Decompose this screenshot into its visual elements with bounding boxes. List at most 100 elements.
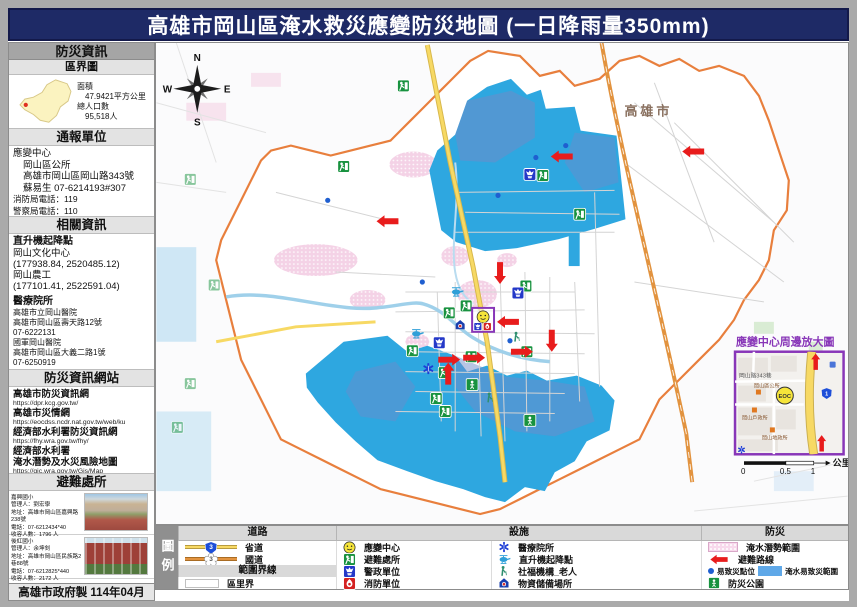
scale-bar: 0 0.5 1 公里	[741, 458, 848, 476]
eoc-label: EOC	[779, 394, 792, 400]
legend-item-provincial: 3 省道	[178, 541, 336, 553]
route-number: 1	[825, 392, 828, 398]
legend-item-national: 3 國道	[178, 553, 336, 565]
legend-item-police: 警政單位	[336, 565, 491, 577]
sidebar-header: 防災資訊	[9, 42, 154, 60]
related-header: 相關資訊	[9, 217, 154, 234]
shelter-capacity: 收容人數：2172 人	[11, 576, 59, 583]
shelter-phone: 電話：07-6212825*440	[11, 568, 70, 575]
legend-item-medical: 醫療院所	[491, 541, 701, 553]
shelter-card: 嘉興國小 管理人：劉宏學 地址：高雄市岡山區嘉興路238號 電話：07-6212…	[9, 491, 154, 538]
legend-item-eoc: 應變中心	[336, 541, 491, 553]
heliport-coord: (177101.41, 2522591.04)	[13, 281, 120, 292]
national-road-icon: 3	[185, 557, 237, 561]
shelter-name: 嘉興國小	[11, 495, 34, 501]
city-label: 高雄市	[624, 104, 672, 119]
shelter-manager: 管理人：余坤釗	[11, 546, 51, 553]
risk-point-dots	[325, 142, 569, 344]
shelter-info: 嘉興國小 管理人：劉宏學 地址：高雄市岡山區嘉興路238號 電話：07-6212…	[11, 493, 83, 538]
website-name: 經濟部水利署	[13, 446, 71, 457]
website-name: 淹水潛勢及水災風險地圖	[13, 457, 118, 468]
medical-title: 醫療院所	[13, 296, 53, 307]
shelter-icon	[573, 207, 587, 221]
shelter-card: 後紅國小 管理人：余坤釗 地址：高雄市岡山區民族路2巷88號 電話：07-621…	[9, 535, 154, 582]
fire-phone: 消防局電話：119	[13, 194, 78, 204]
legend-disaster-header: 防災	[701, 526, 848, 541]
fire-icon	[483, 322, 492, 331]
credit-text: 高雄市政府製 114年04月	[18, 587, 145, 599]
park-icon	[523, 413, 537, 427]
medical-item: 07-6250919	[13, 358, 56, 367]
compass-rose: N E S W	[163, 53, 231, 129]
shelter-name: 後紅國小	[11, 539, 34, 545]
legend-item-fire: 消防單位	[336, 577, 491, 589]
district-map-header: 區界圖	[9, 60, 154, 75]
medical-icon	[498, 541, 510, 553]
website-url: https://eocdss.ncdr.nat.gov.tw/web/ku	[13, 419, 126, 426]
eoc-location-dot	[23, 102, 28, 107]
website-url: https://gic.wra.gov.tw/Gis/Map	[13, 468, 104, 474]
shelter-info: 後紅國小 管理人：余坤釗 地址：高雄市岡山區民族路2巷88號 電話：07-621…	[11, 537, 83, 582]
shelter-icon	[337, 160, 351, 173]
legend-roads-header: 道路	[178, 526, 336, 541]
website-name: 經濟部水利署防災資訊網	[13, 427, 118, 438]
report-line: 岡山區公所	[23, 159, 71, 171]
river	[225, 293, 550, 364]
heliport-item: 岡山農工	[13, 270, 52, 281]
shelter-capacity: 收容人數：1796 人	[11, 532, 59, 539]
report-box: 應變中心 岡山區公所 高雄市岡山區岡山路343號 蘇易生 07-6214193#…	[9, 146, 154, 217]
title-bar: 高雄市岡山區淹水救災應變防災地圖 (一日降雨量350mm)	[8, 8, 849, 41]
shelter-manager: 管理人：劉宏學	[11, 502, 51, 509]
evacuation-arrow-icon	[710, 554, 728, 564]
sidebar: 防災資訊 區界圖 面積 47.9421平方公里 總人口數 95,518人 通報單…	[8, 42, 155, 583]
legend-facility-header: 設施	[336, 526, 701, 541]
legend: 圖例 道路 設施 防災 3 省道 3 國道 範圍界線 區里界 應變中心 避難處所…	[155, 525, 849, 590]
provincial-road-icon: 3	[185, 545, 237, 549]
shelter-icon	[183, 172, 197, 186]
shelter-icon	[207, 278, 221, 292]
route-shield-icon: 1	[821, 388, 832, 400]
related-box: 直升機起降點 岡山文化中心 (177938.84, 2520485.12) 岡山…	[9, 234, 154, 370]
map-icons	[170, 79, 705, 434]
inset-land-label: 岡山地政所	[762, 433, 788, 441]
shelter-icon	[170, 420, 184, 434]
medical-item: 高雄市岡山區大義二路1號	[13, 348, 106, 357]
report-line: 高雄市岡山區岡山路343號	[23, 171, 134, 182]
medical-item: 高雄市岡山區壽天路12號	[13, 318, 102, 327]
report-line: 應變中心	[13, 148, 52, 159]
area-label: 面積	[77, 81, 93, 91]
website-url: https://dpr.kcg.gov.tw/	[13, 400, 79, 407]
heliport-icon	[498, 553, 511, 566]
compass-e: E	[224, 84, 231, 95]
provincial-route-number: 3	[209, 544, 213, 551]
legend-item-evac-route: 避難路線	[701, 553, 848, 565]
medical-item: 07-6222131	[13, 328, 56, 337]
district-map: N E S W 高雄市	[156, 43, 848, 516]
flood-risk-swatch	[757, 566, 782, 576]
scale-tick: 1	[811, 467, 816, 476]
police-phone: 警察局電話：110	[13, 205, 78, 216]
police-icon	[432, 336, 446, 350]
eoc-cluster	[471, 306, 496, 333]
shelter-icon	[405, 344, 419, 358]
police-icon	[523, 168, 537, 181]
eoc-icon	[775, 386, 794, 405]
medical-item: 高雄市立岡山醫院	[13, 308, 77, 317]
legend-item-flood-potential: 淹水潛勢範圍	[701, 541, 848, 553]
scale-tick: 0	[741, 467, 746, 476]
compass-s: S	[194, 118, 201, 129]
shelter-icon	[438, 404, 452, 418]
page-title: 高雄市岡山區淹水救災應變防災地圖 (一日降雨量350mm)	[147, 14, 710, 38]
websites-header: 防災資訊網站	[9, 370, 154, 387]
shelter-icon	[429, 392, 443, 405]
district-stats: 面積 47.9421平方公里 總人口數 95,518人	[77, 82, 146, 122]
legend-item-risk: 易致災點位 淹水易致災範圍	[701, 565, 848, 577]
website-url: https://fhy.wra.gov.tw/fhy/	[13, 438, 89, 445]
road-network	[215, 43, 795, 483]
report-header: 通報單位	[9, 129, 154, 146]
website-name: 高雄市防災資訊網	[13, 389, 90, 400]
websites-box: 高雄市防災資訊網 https://dpr.kcg.gov.tw/ 高雄市災情網 …	[9, 387, 154, 474]
flood-potential-swatch	[708, 542, 738, 552]
scale-tick: 0.5	[780, 467, 792, 476]
population-value: 95,518人	[85, 111, 118, 121]
